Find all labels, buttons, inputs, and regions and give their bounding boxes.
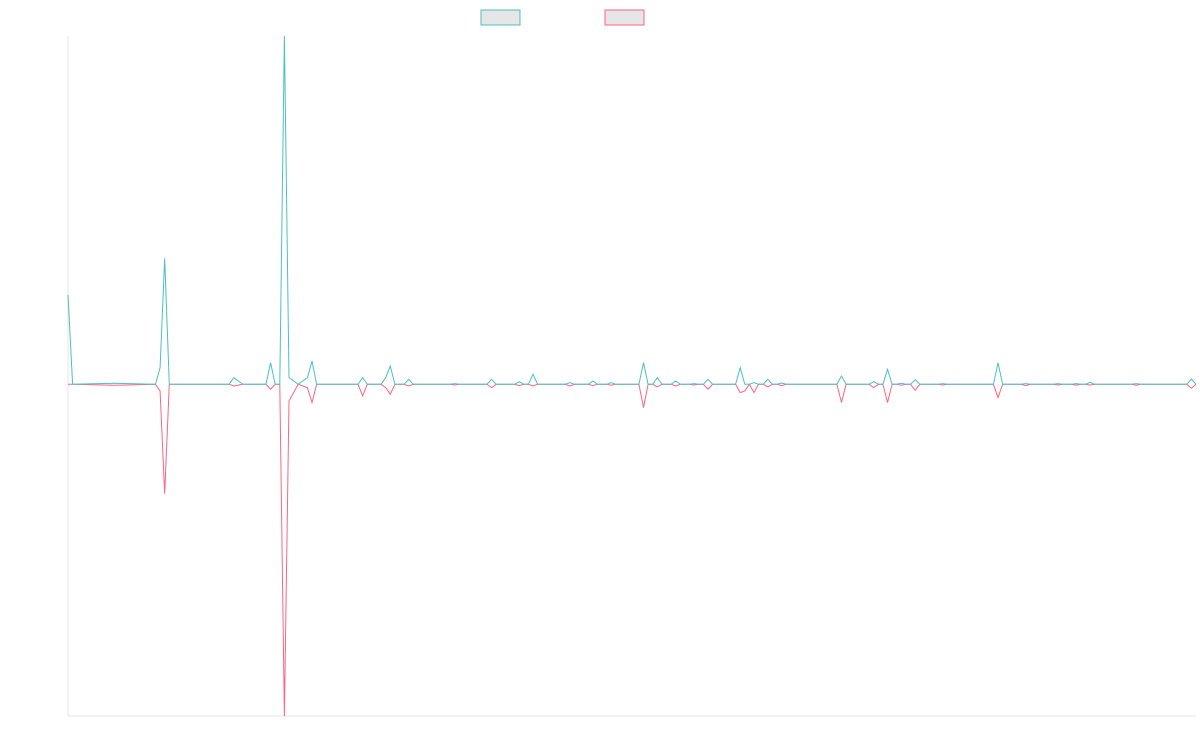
series-line-2 bbox=[68, 383, 1197, 717]
legend-item-series-2[interactable] bbox=[604, 9, 645, 26]
legend-swatch-series-1[interactable] bbox=[480, 9, 521, 26]
legend bbox=[480, 9, 645, 26]
legend-swatch-series-2[interactable] bbox=[604, 9, 645, 26]
legend-item-series-1[interactable] bbox=[480, 9, 521, 26]
series-line-1 bbox=[67, 35, 1197, 385]
plot-area bbox=[67, 35, 1197, 717]
